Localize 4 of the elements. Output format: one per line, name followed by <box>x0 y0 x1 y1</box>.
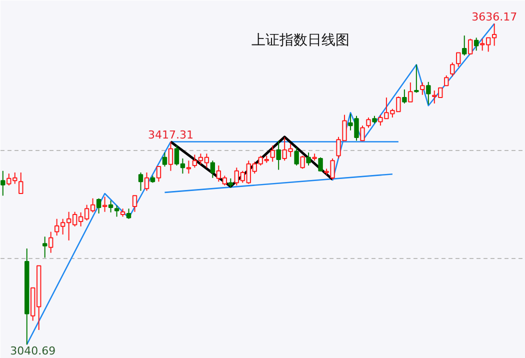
annotation: 3040.69 <box>10 344 56 358</box>
text: 上证指数日线图 <box>252 32 350 48</box>
annotation: 3636.17 <box>472 10 518 24</box>
annotation: 3417.31 <box>148 128 194 142</box>
